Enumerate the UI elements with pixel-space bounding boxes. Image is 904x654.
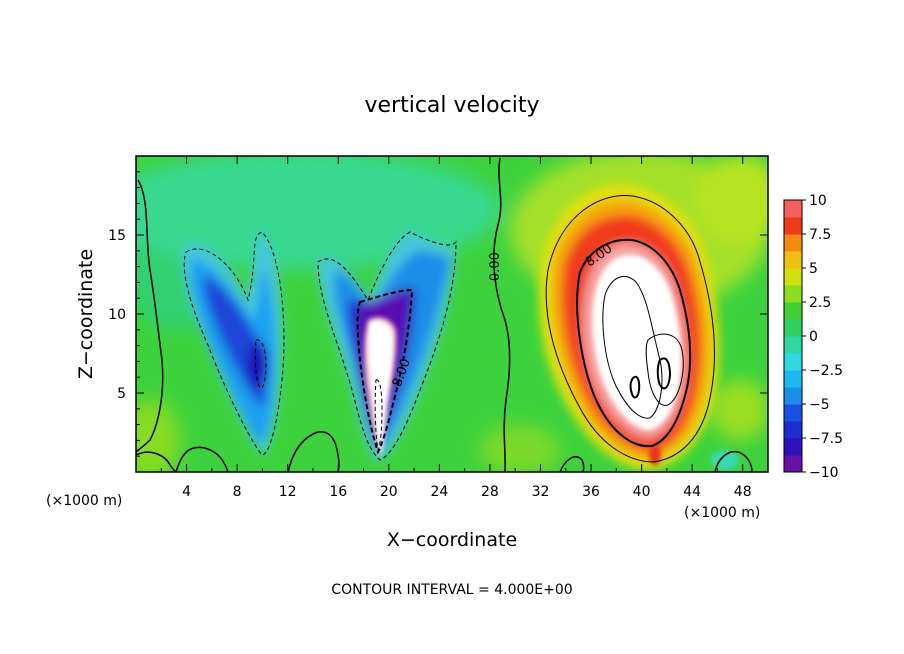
colorbar-swatch [784,234,802,252]
zero-contour-center [493,157,511,472]
colorbar-swatch [784,370,802,388]
x-tick-label: 24 [430,484,448,500]
colorbar-swatch [784,268,802,286]
neg-contour-center [317,231,457,461]
y-tick-label: 5 [117,386,126,402]
colorbar-swatch [784,455,802,473]
low-warm-mid [480,425,560,472]
contours [136,157,753,472]
colorbar-swatch [784,285,802,303]
x-tick-label: 20 [380,484,398,500]
x-unit-left: (×1000 m) [46,493,122,509]
eight-contour-outer [545,195,715,463]
upper-right-warm-2 [695,156,768,245]
low-warm-right [710,380,768,440]
left-downdraft-core [248,341,268,389]
x-tick-label: 40 [633,484,651,500]
ground-cool-patch [711,450,739,470]
colorbar-swatch [784,336,802,354]
pos-contour-center-core [374,379,383,452]
x-tick-label: 12 [279,484,297,500]
y-tick-label: 10 [108,307,126,323]
colorbar-swatch [784,387,802,405]
colorbar-swatch [784,404,802,422]
x-tick-label: 28 [481,484,499,500]
colorbar-tick-label: 2.5 [809,295,831,311]
ground-cool-patch-2 [649,445,661,465]
y-axis: 5 10 15 [108,171,768,457]
zero-contour-bottom [136,431,753,472]
contour-label: 0.00 [488,252,503,281]
colorbar-tick-label: 5 [809,261,818,277]
colorbar-swatch [784,200,802,218]
sixteen-contour-2 [645,333,684,406]
eight-contour-inner [576,238,692,448]
colorbar-tick-label: 10 [809,193,827,209]
colorbar-swatch [784,353,802,371]
x-tick-label: 8 [233,484,242,500]
sixteen-contour [602,275,663,419]
colorbar-swatch [784,302,802,320]
x-tick-label: 16 [329,484,347,500]
x-axis-label: X−coordinate [387,529,517,551]
colorbar-tick-label: 7.5 [809,227,831,243]
colorbar-swatch [784,421,802,439]
contour-interval-note: CONTOUR INTERVAL = 4.000E+00 [331,582,572,598]
colorbar-tick-label: −10 [809,465,839,481]
low-warm-left [136,400,180,472]
x-axis: 4 8 12 16 20 24 28 32 36 40 44 48 [160,156,752,500]
x-tick-label: 36 [582,484,600,500]
twentyfour-contour-2 [629,375,641,399]
x-tick-label: 32 [532,484,550,500]
chart-title: vertical velocity [364,93,539,118]
colorbar-tick-label: −2.5 [809,363,843,379]
right-updraft-core [592,254,682,430]
x-unit-right: (×1000 m) [684,505,760,521]
colorbar-tick-label: −5 [809,397,830,413]
neg-contour-left-core [254,339,267,389]
colorbar-tick-label: 0 [809,329,818,345]
x-tick-label: 44 [683,484,701,500]
colorbar-swatch [784,319,802,337]
colorbar-swatch [784,251,802,269]
x-tick-label: 48 [734,484,752,500]
y-tick-label: 15 [108,228,126,244]
neg-contour-center-inner [356,288,414,455]
zero-contour-left [136,179,164,453]
velocity-field: 0.00 8.008.00 [136,156,768,472]
y-axis-label: Z−coordinate [75,249,97,379]
colorbar-swatch [784,217,802,235]
colorbar-tick-label: −7.5 [809,431,843,447]
neg-contour-left [183,231,285,456]
colorbar: 10 7.5 5 2.5 0 −2.5 −5 −7.5 −10 [783,193,843,481]
x-tick-label: 4 [182,484,191,500]
twentyfour-contour [656,357,672,390]
colorbar-swatch [784,438,802,456]
